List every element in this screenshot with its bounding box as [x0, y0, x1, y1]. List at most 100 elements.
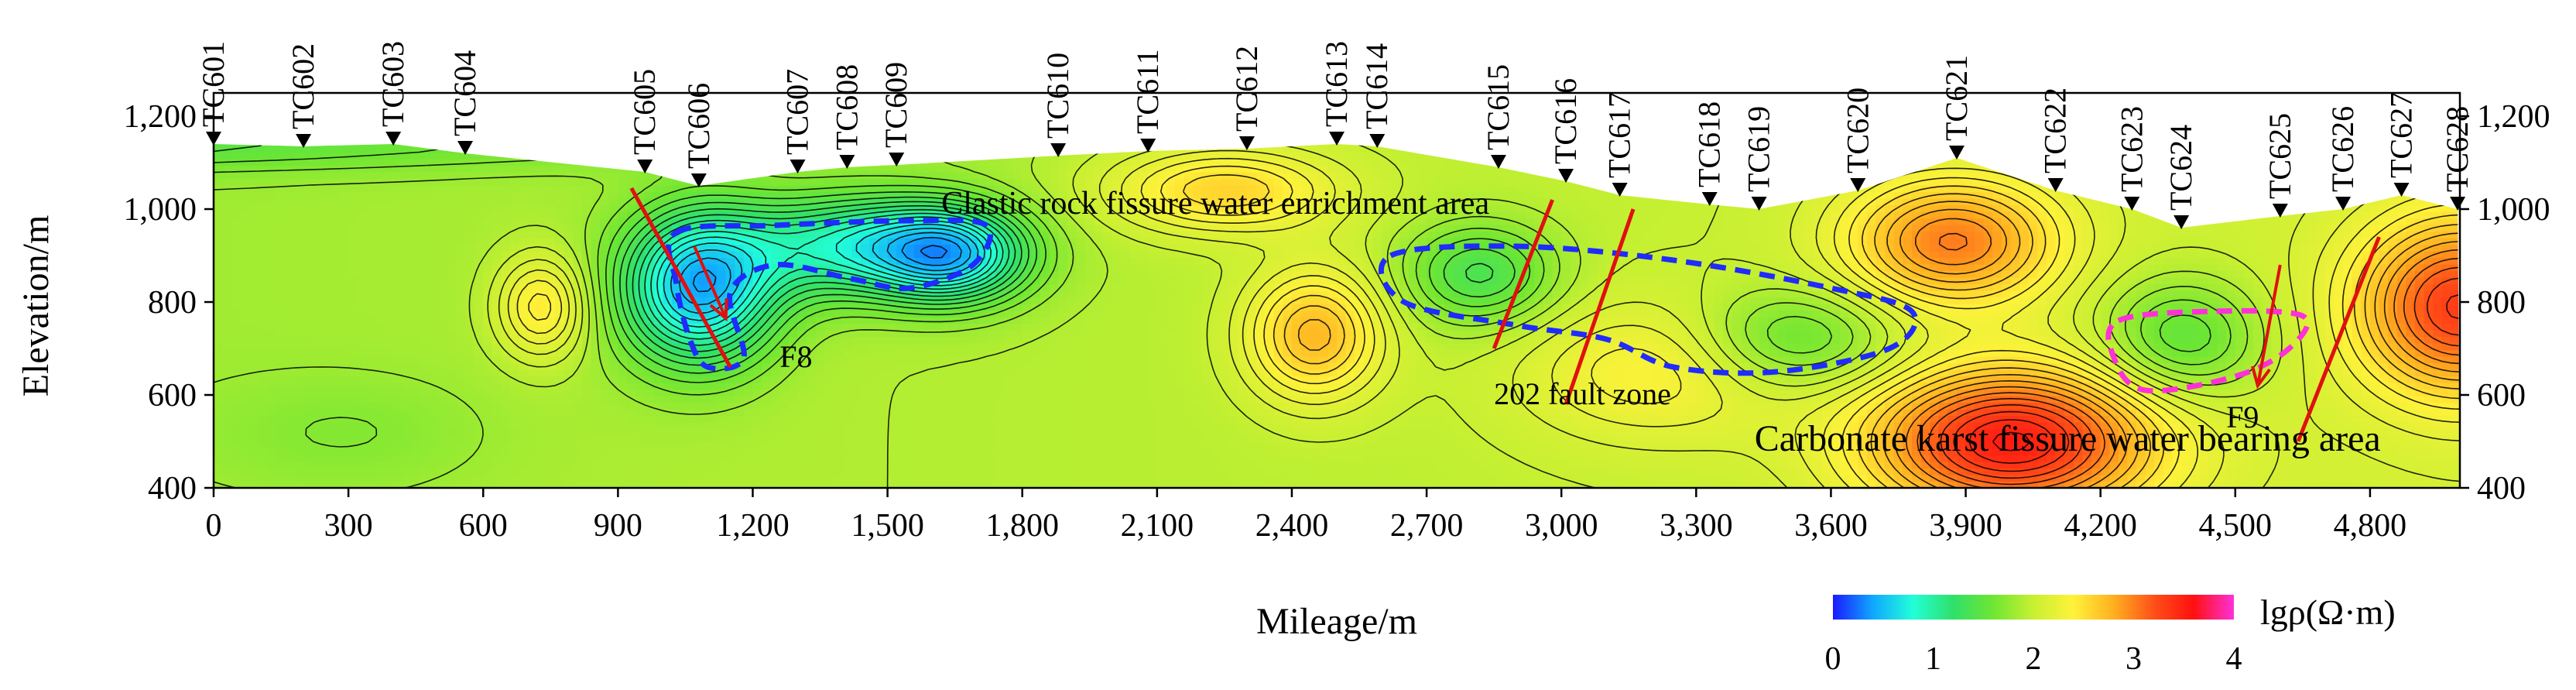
- field-cell: [2055, 481, 2065, 488]
- field-cell: [312, 422, 322, 430]
- field-cell: [573, 428, 583, 436]
- field-cell: [1220, 409, 1230, 417]
- field-cell: [1597, 422, 1607, 430]
- field-cell: [1776, 389, 1786, 396]
- field-cell: [1355, 389, 1365, 396]
- field-cell: [653, 462, 663, 469]
- field-cell: [1291, 435, 1302, 443]
- field-cell: [851, 475, 862, 482]
- field-cell: [2037, 402, 2047, 410]
- field-cell: [1372, 356, 1382, 364]
- field-cell: [1903, 455, 1913, 462]
- field-cell: [240, 362, 251, 370]
- field-cell: [797, 462, 807, 469]
- field-cell: [1831, 455, 1841, 462]
- field-cell: [2334, 448, 2344, 456]
- field-cell: [645, 475, 655, 482]
- field-cell: [1678, 435, 1688, 443]
- field-cell: [941, 435, 951, 443]
- field-cell: [869, 376, 879, 383]
- field-cell: [1687, 468, 1697, 475]
- field-cell: [1238, 383, 1248, 390]
- field-cell: [1040, 448, 1050, 456]
- field-cell: [2280, 362, 2290, 370]
- field-cell: [2082, 428, 2092, 436]
- field-cell: [1624, 396, 1634, 403]
- field-cell: [231, 362, 242, 370]
- field-cell: [2100, 448, 2110, 456]
- field-cell: [303, 376, 313, 383]
- field-cell: [2424, 435, 2434, 443]
- field-cell: [752, 462, 762, 469]
- field-cell: [1076, 415, 1086, 423]
- field-cell: [950, 441, 961, 449]
- field-cell: [1201, 402, 1212, 410]
- field-cell: [2352, 409, 2362, 417]
- field-cell: [770, 455, 780, 462]
- field-cell: [411, 383, 421, 390]
- field-cell: [1543, 455, 1553, 462]
- field-cell: [2127, 481, 2137, 488]
- field-cell: [1462, 475, 1472, 482]
- field-cell: [483, 448, 493, 456]
- field-cell: [384, 409, 394, 417]
- field-cell: [456, 468, 466, 475]
- field-cell: [672, 362, 682, 370]
- field-cell: [420, 422, 430, 430]
- field-cell: [1983, 389, 1993, 396]
- field-cell: [1166, 389, 1176, 396]
- field-cell: [1776, 448, 1786, 456]
- field-cell: [1759, 396, 1769, 403]
- field-cell: [653, 402, 663, 410]
- field-cell: [1417, 448, 1427, 456]
- field-cell: [1220, 441, 1230, 449]
- field-cell: [1741, 422, 1751, 430]
- field-cell: [1327, 481, 1338, 488]
- field-cell: [2226, 455, 2236, 462]
- field-cell: [1858, 455, 1868, 462]
- field-cell: [240, 396, 251, 403]
- field-cell: [1866, 396, 1877, 403]
- field-cell: [1875, 402, 1886, 410]
- field-cell: [214, 362, 224, 370]
- field-cell: [1130, 441, 1140, 449]
- field-cell: [1723, 389, 1733, 396]
- field-cell: [600, 396, 610, 403]
- field-cell: [1121, 455, 1131, 462]
- field-cell: [1489, 448, 1499, 456]
- field-cell: [1040, 415, 1050, 423]
- field-cell: [833, 435, 844, 443]
- field-cell: [1480, 468, 1490, 475]
- field-cell: [1813, 455, 1823, 462]
- field-cell: [1911, 402, 1922, 410]
- field-cell: [2334, 455, 2344, 462]
- field-cell: [2379, 383, 2389, 390]
- field-cell: [2181, 415, 2191, 423]
- field-cell: [2118, 481, 2129, 488]
- field-cell: [2082, 481, 2092, 488]
- field-cell: [259, 409, 269, 417]
- field-cell: [1291, 468, 1302, 475]
- field-cell: [1489, 462, 1499, 469]
- field-cell: [375, 448, 385, 456]
- field-cell: [402, 383, 412, 390]
- field-cell: [267, 468, 277, 475]
- field-cell: [357, 462, 367, 469]
- field-cell: [2396, 468, 2406, 475]
- field-cell: [1084, 396, 1095, 403]
- field-cell: [1355, 435, 1365, 443]
- field-cell: [1148, 369, 1158, 377]
- field-cell: [1732, 435, 1742, 443]
- field-cell: [735, 422, 745, 430]
- field-cell: [474, 383, 484, 390]
- field-cell: [1112, 468, 1122, 475]
- field-cell: [339, 448, 349, 456]
- field-cell: [1498, 356, 1509, 364]
- field-cell: [330, 396, 341, 403]
- field-cell: [1013, 448, 1023, 456]
- field-cell: [267, 415, 277, 423]
- field-cell: [2343, 441, 2353, 449]
- field-cell: [1022, 455, 1032, 462]
- field-cell: [1947, 462, 1958, 469]
- field-cell: [1399, 475, 1410, 482]
